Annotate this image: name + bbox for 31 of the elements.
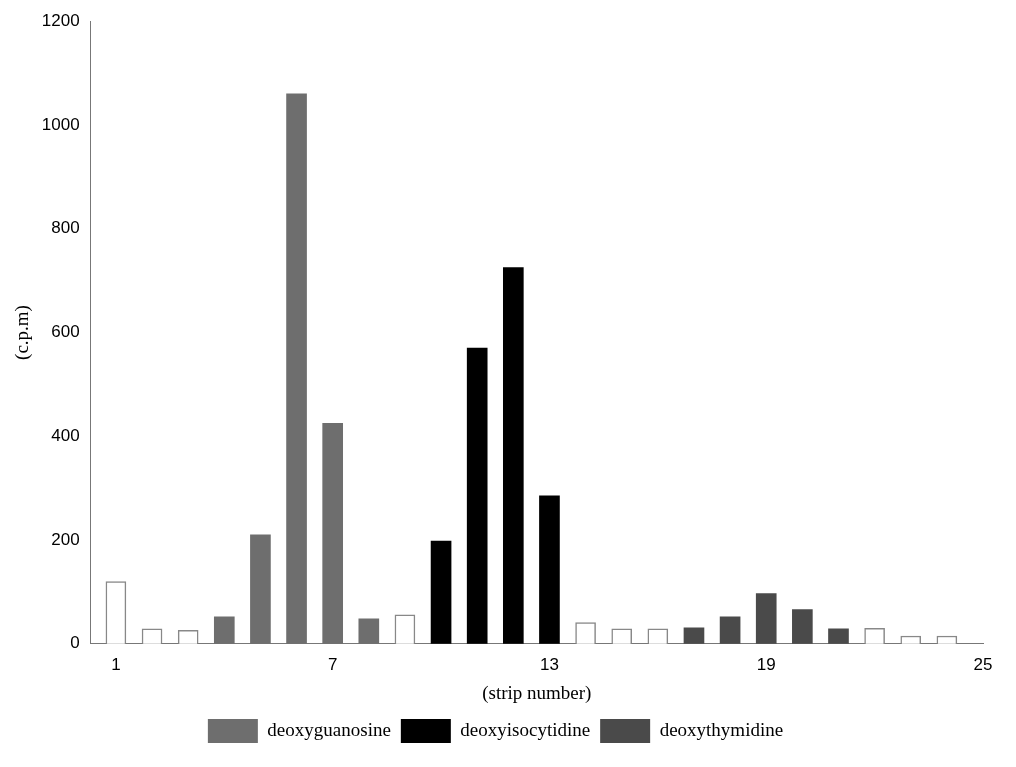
- x-tick-label: 25: [973, 654, 993, 674]
- x-tick-label: 1: [111, 654, 121, 674]
- bar: [792, 609, 813, 644]
- y-tick-label: 0: [70, 633, 80, 653]
- x-tick-label: 7: [327, 654, 338, 674]
- legend-label: deoxyguanosine: [267, 718, 391, 740]
- x-tick-label: 19: [756, 654, 776, 674]
- legend-label: deoxythymidine: [659, 718, 784, 740]
- x-axis-title: (strip number): [482, 681, 592, 704]
- bar: [250, 534, 271, 644]
- bar: [719, 616, 741, 644]
- x-tick-label: 13: [539, 654, 559, 674]
- y-tick-label: 1000: [41, 114, 80, 134]
- bar: [755, 593, 777, 644]
- y-tick-label: 600: [51, 322, 80, 342]
- bar: [466, 347, 488, 644]
- y-tick-label: 1200: [41, 10, 80, 30]
- bar: [322, 422, 344, 644]
- bar: [430, 540, 452, 644]
- y-tick-label: 800: [51, 218, 80, 238]
- bar: [286, 93, 307, 644]
- bar: [828, 628, 849, 644]
- bar: [539, 495, 560, 644]
- legend-label: deoxyisocytidine: [460, 718, 591, 740]
- bar: [358, 618, 380, 644]
- bar: [213, 616, 235, 644]
- y-tick-label: 400: [51, 425, 80, 445]
- y-tick-label: 200: [51, 529, 80, 549]
- bar: [683, 627, 705, 644]
- y-axis-title: (c.p.m): [11, 305, 34, 360]
- bar: [503, 267, 524, 644]
